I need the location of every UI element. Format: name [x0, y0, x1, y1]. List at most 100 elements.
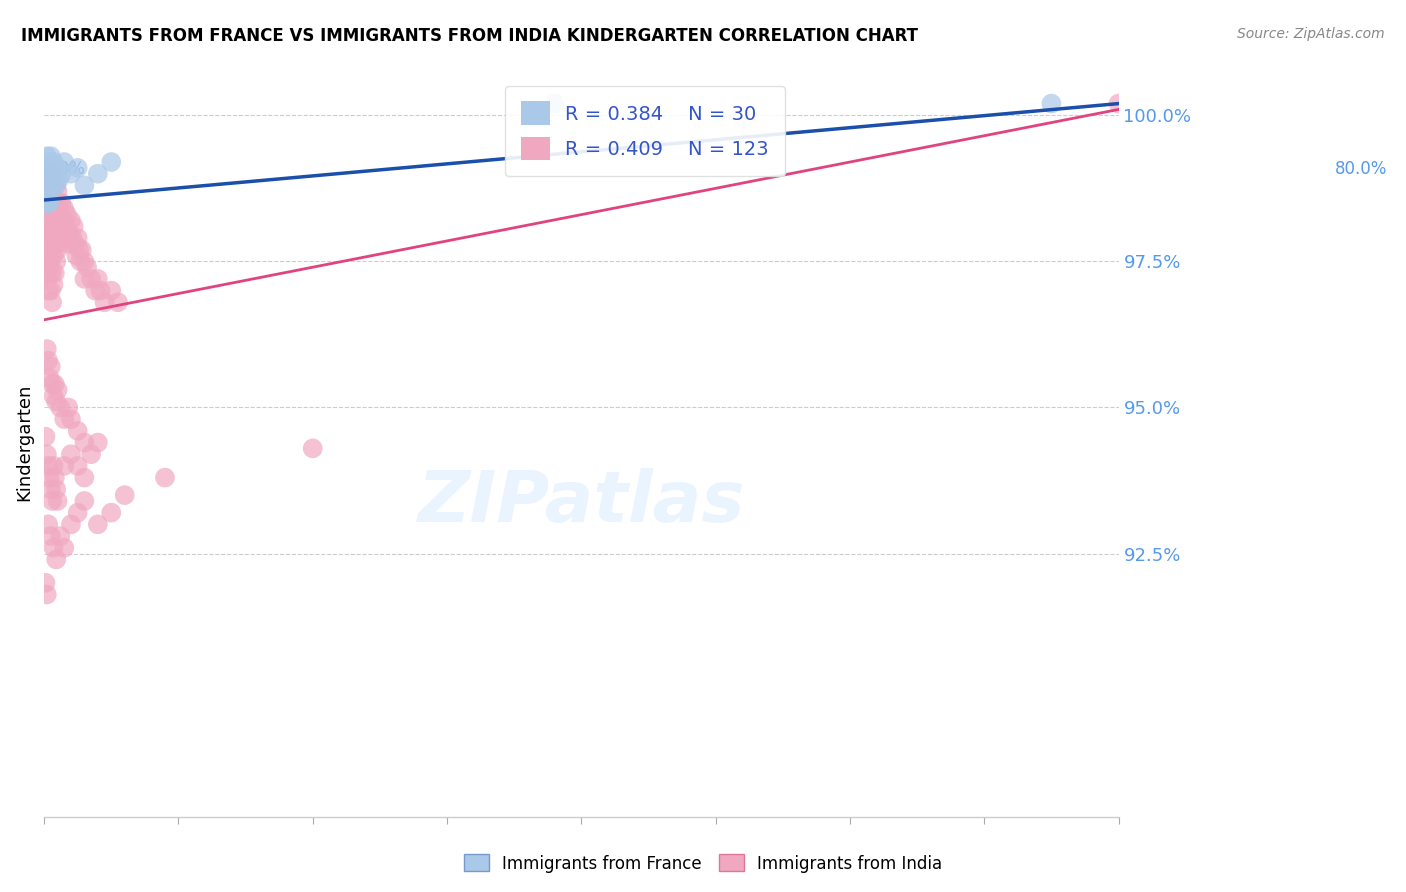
Point	[48, 172, 70, 186]
Point	[44, 470, 66, 484]
Point	[45, 195, 67, 210]
Text: Source: ZipAtlas.com: Source: ZipAtlas.com	[1237, 27, 1385, 41]
Point	[42, 277, 65, 292]
Point	[53, 458, 76, 473]
Point	[153, 470, 176, 484]
Point	[58, 401, 80, 415]
Point	[59, 213, 82, 227]
Point	[35, 587, 58, 601]
Point	[114, 488, 136, 502]
Point	[38, 178, 60, 193]
Point	[100, 155, 122, 169]
Point	[39, 149, 62, 163]
Y-axis label: Kindergarten: Kindergarten	[15, 384, 32, 501]
Point	[62, 219, 84, 234]
Point	[37, 184, 59, 198]
Point	[49, 208, 72, 222]
Point	[56, 208, 79, 222]
Point	[84, 284, 107, 298]
Point	[59, 236, 82, 251]
Point	[73, 435, 96, 450]
Point	[49, 401, 72, 415]
Point	[35, 236, 58, 251]
Point	[51, 195, 73, 210]
Point	[39, 529, 62, 543]
Point	[87, 517, 110, 532]
Point	[42, 219, 65, 234]
Point	[73, 272, 96, 286]
Point	[87, 435, 110, 450]
Point	[39, 483, 62, 497]
Point	[59, 447, 82, 461]
Point	[35, 447, 58, 461]
Point	[46, 213, 69, 227]
Point	[41, 377, 63, 392]
Point	[66, 458, 89, 473]
Point	[42, 541, 65, 555]
Text: 0.0%: 0.0%	[44, 160, 86, 178]
Point	[39, 254, 62, 268]
Point	[60, 231, 83, 245]
Point	[39, 225, 62, 239]
Point	[34, 225, 56, 239]
Point	[39, 284, 62, 298]
Text: IMMIGRANTS FROM FRANCE VS IMMIGRANTS FROM INDIA KINDERGARTEN CORRELATION CHART: IMMIGRANTS FROM FRANCE VS IMMIGRANTS FRO…	[21, 27, 918, 45]
Point	[34, 430, 56, 444]
Text: 80.0%: 80.0%	[1334, 160, 1388, 178]
Point	[51, 167, 73, 181]
Point	[38, 371, 60, 385]
Point	[39, 184, 62, 198]
Point	[38, 195, 60, 210]
Text: ZIPatlas: ZIPatlas	[418, 468, 745, 537]
Point	[42, 172, 65, 186]
Point	[38, 266, 60, 280]
Point	[48, 195, 70, 210]
Point	[53, 155, 76, 169]
Point	[39, 167, 62, 181]
Point	[49, 236, 72, 251]
Point	[41, 266, 63, 280]
Point	[42, 190, 65, 204]
Point	[35, 342, 58, 356]
Point	[34, 167, 56, 181]
Point	[58, 225, 80, 239]
Point	[35, 178, 58, 193]
Point	[42, 248, 65, 262]
Point	[37, 284, 59, 298]
Point	[66, 231, 89, 245]
Point	[41, 178, 63, 193]
Point	[87, 167, 110, 181]
Point	[543, 96, 565, 111]
Point	[38, 236, 60, 251]
Point	[69, 254, 91, 268]
Point	[46, 383, 69, 397]
Point	[53, 231, 76, 245]
Point	[63, 236, 86, 251]
Point	[46, 161, 69, 175]
Point	[73, 178, 96, 193]
Point	[39, 359, 62, 374]
Point	[100, 506, 122, 520]
Point	[41, 161, 63, 175]
Point	[38, 178, 60, 193]
Point	[42, 389, 65, 403]
Point	[49, 529, 72, 543]
Point	[45, 254, 67, 268]
Point	[45, 394, 67, 409]
Point	[37, 195, 59, 210]
Point	[59, 412, 82, 426]
Point	[35, 178, 58, 193]
Point	[37, 353, 59, 368]
Point	[41, 236, 63, 251]
Point	[73, 254, 96, 268]
Point	[48, 225, 70, 239]
Point	[44, 377, 66, 392]
Point	[35, 149, 58, 163]
Point	[34, 575, 56, 590]
Point	[107, 295, 129, 310]
Point	[45, 552, 67, 566]
Point	[1040, 96, 1063, 111]
Point	[65, 248, 87, 262]
Point	[53, 412, 76, 426]
Point	[76, 260, 98, 275]
